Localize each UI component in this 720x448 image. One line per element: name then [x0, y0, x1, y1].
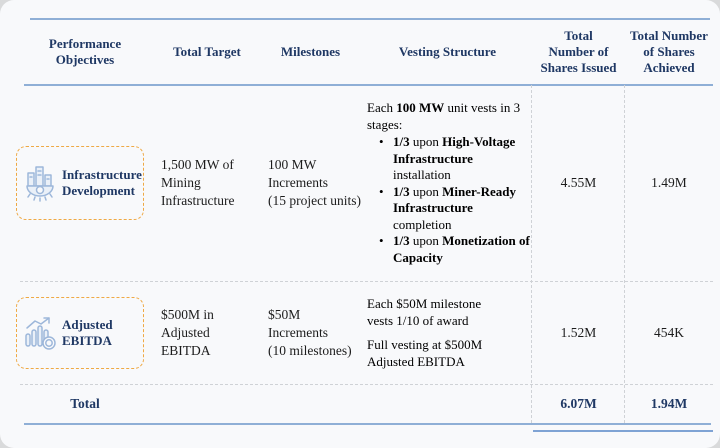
total-label: Total — [70, 396, 100, 411]
header-vesting-structure: Vesting Structure — [398, 44, 497, 59]
totals-double-underline — [533, 430, 713, 432]
header-performance-objectives: Performance Objectives — [48, 36, 122, 67]
row-separator — [20, 281, 713, 282]
header-total-target: Total Target — [173, 44, 241, 59]
objective-cell: Adjusted EBITDA — [14, 282, 156, 384]
total-target-cell: 1,500 MW of Mining Infrastructure — [161, 157, 235, 208]
table-row: Infrastructure Development 1,500 MW of M… — [14, 85, 713, 281]
total-target-cell: $500M in Adjusted EBITDA — [161, 307, 214, 358]
objective-label: Infrastructure Development — [62, 167, 142, 198]
vesting-paragraph: Each $50M milestone vests 1/10 of award — [367, 296, 482, 328]
objective-badge-ebitda: Adjusted EBITDA — [16, 297, 144, 369]
vesting-paragraph: Full vesting at $500M Adjusted EBITDA — [367, 337, 483, 369]
table-row: Adjusted EBITDA $500M in Adjusted EBITDA… — [14, 282, 713, 384]
vesting-structure-cell: Each 100 MW unit vests in 3 stages: 1/3 … — [363, 85, 532, 281]
header-shares-issued: Total Number of Shares Issued — [540, 28, 617, 75]
objective-badge-infrastructure: Infrastructure Development — [16, 146, 144, 220]
total-rule — [24, 423, 711, 425]
spacer — [156, 385, 258, 423]
total-shares-achieved: 1.94M — [650, 396, 688, 411]
ebitda-icon — [23, 314, 57, 352]
spacer — [363, 385, 532, 423]
row-separator — [20, 384, 713, 385]
table-header-row: Performance Objectives Total Target Mile… — [14, 20, 713, 84]
header-shares-achieved: Total Number of Shares Achieved — [630, 28, 708, 75]
shares-achieved-cell: 454K — [654, 325, 684, 340]
milestones-cell: 100 MW Increments (15 project units) — [268, 157, 361, 208]
milestones-cell: $50M Increments (10 milestones) — [268, 307, 352, 358]
vesting-bullet: 1/3 upon Miner-Ready Infrastructure comp… — [379, 184, 530, 234]
infrastructure-icon — [23, 163, 57, 203]
column-divider — [624, 85, 625, 423]
header-rule — [24, 84, 713, 86]
vesting-intro: Each 100 MW unit vests in 3 stages: — [367, 100, 521, 132]
vesting-bullet: 1/3 upon Monetization of Capacity — [379, 233, 530, 266]
vesting-structure-cell: Each $50M milestone vests 1/10 of award … — [363, 282, 532, 384]
vesting-bullet-list: 1/3 upon High-Voltage Infrastructure ins… — [367, 134, 530, 266]
objective-cell: Infrastructure Development — [14, 85, 156, 281]
column-divider — [531, 85, 532, 423]
shares-issued-cell: 4.55M — [560, 175, 597, 190]
shares-issued-cell: 1.52M — [560, 325, 597, 340]
total-shares-issued: 6.07M — [560, 396, 597, 411]
top-rule — [30, 18, 710, 20]
spacer — [258, 385, 363, 423]
table-total-row: Total 6.07M 1.94M — [14, 385, 713, 423]
shares-achieved-cell: 1.49M — [651, 175, 687, 190]
objective-label: Adjusted EBITDA — [62, 317, 113, 348]
header-milestones: Milestones — [280, 44, 341, 59]
vesting-bullet: 1/3 upon High-Voltage Infrastructure ins… — [379, 134, 530, 184]
